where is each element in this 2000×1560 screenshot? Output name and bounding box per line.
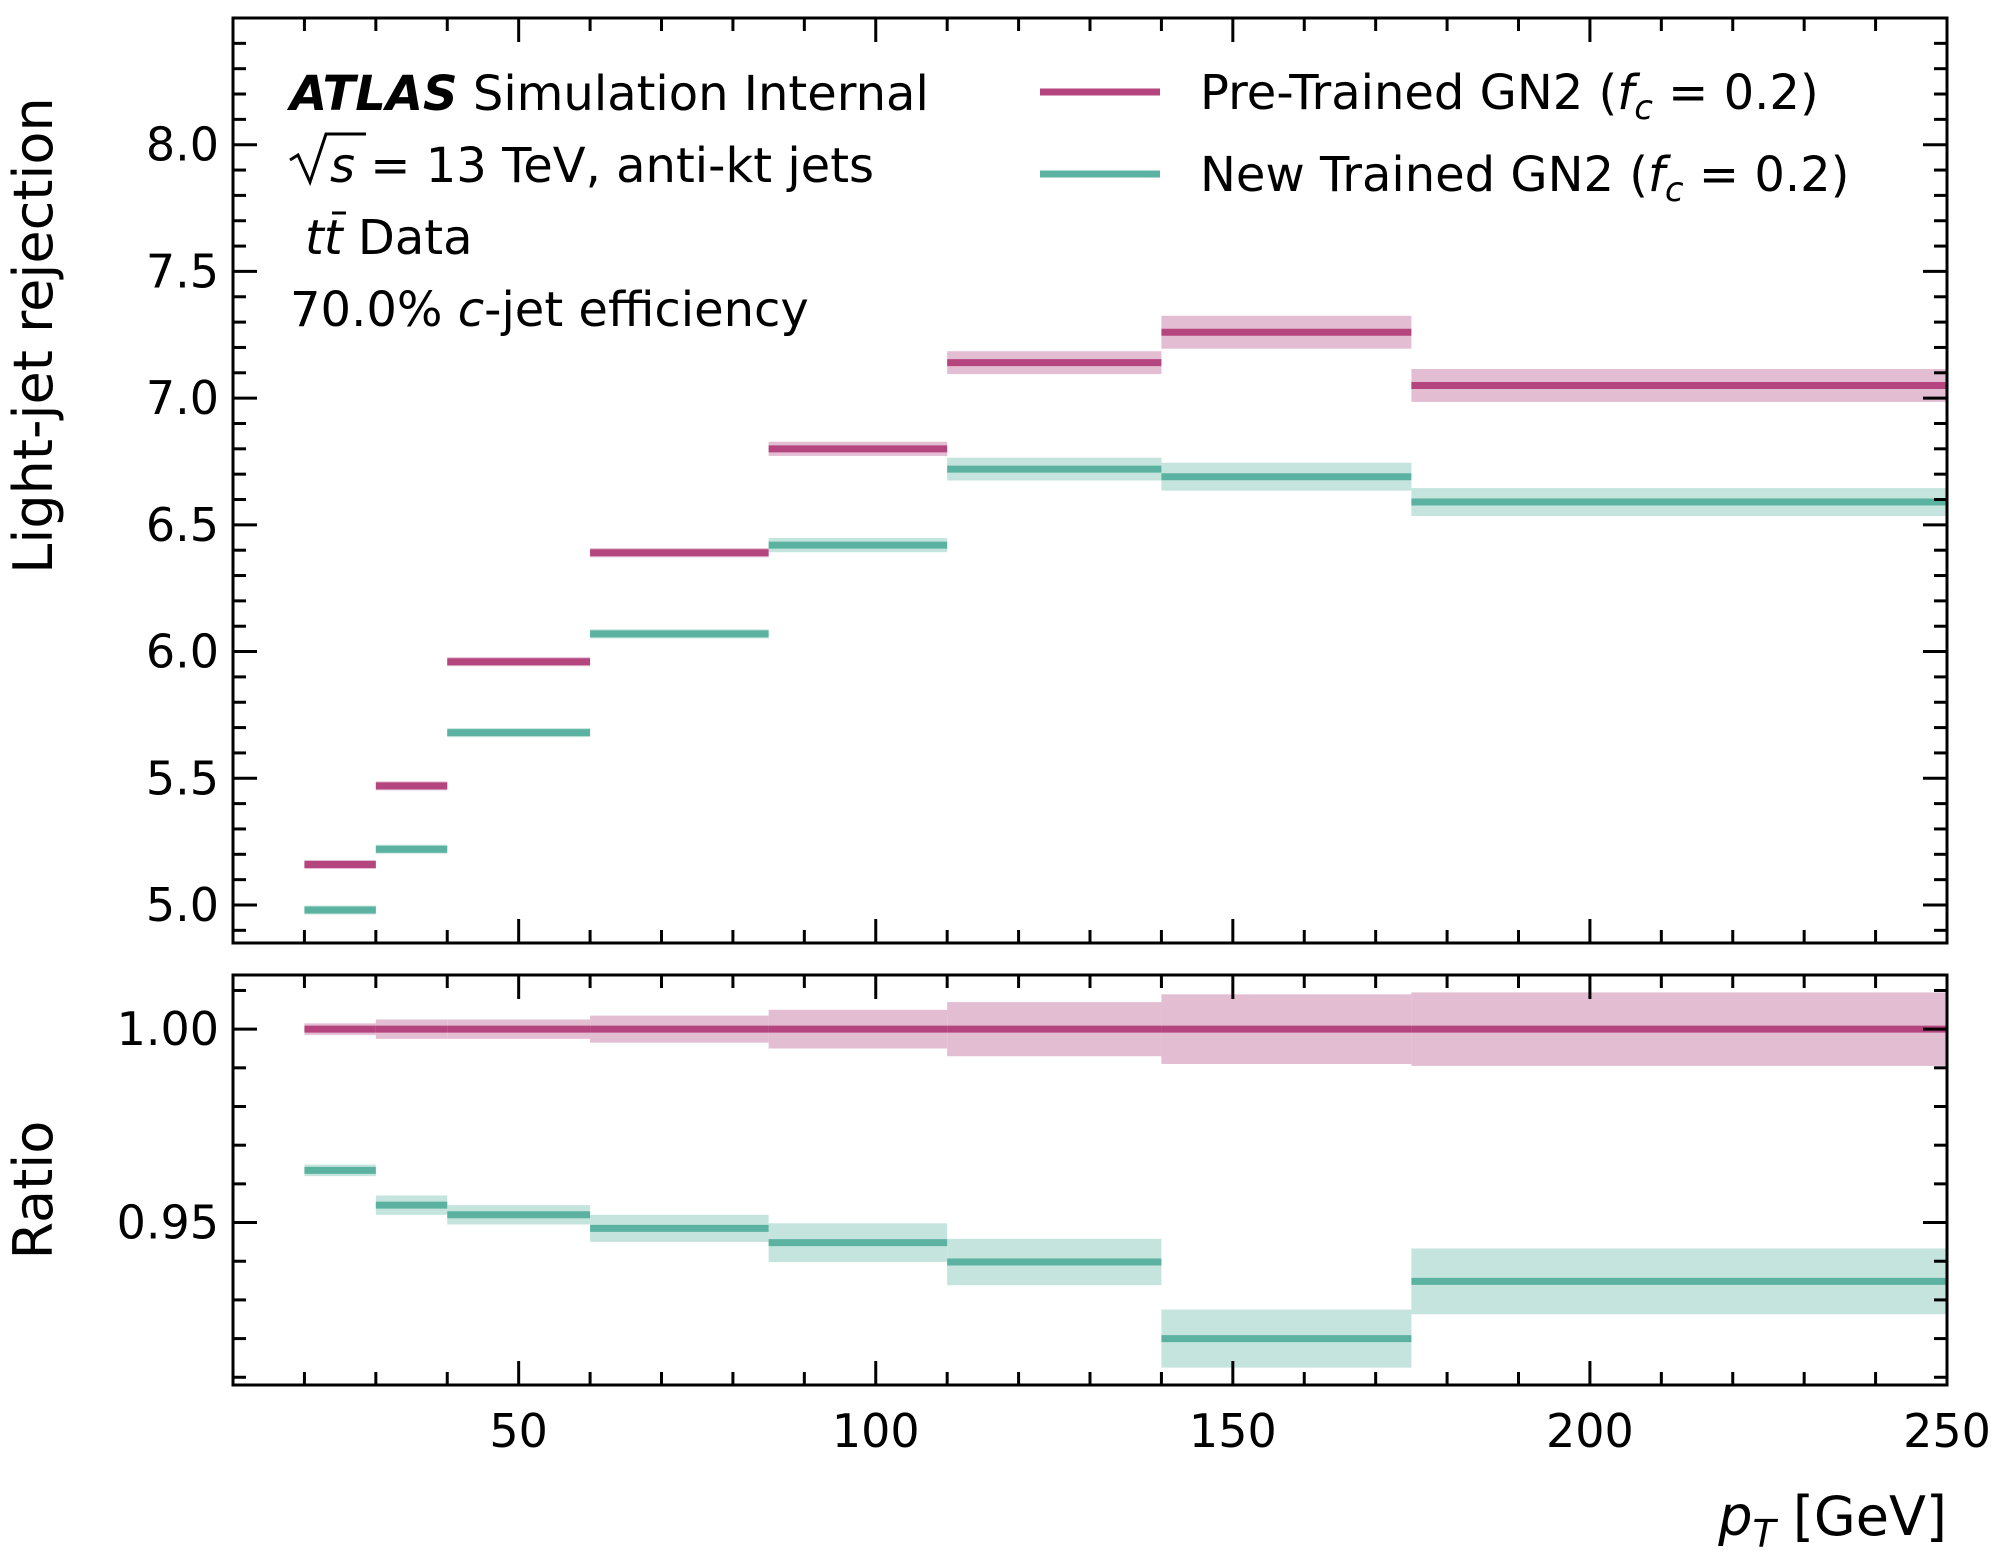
- y-tick-label: 0.95: [117, 1196, 219, 1250]
- sample-text: Data: [343, 210, 473, 266]
- x-tick-label: 250: [1903, 1404, 1991, 1458]
- sample-var-t: t: [305, 210, 326, 266]
- y-tick-label: 5.0: [146, 878, 219, 932]
- x-tick-labels: 50 100 150 200 250: [489, 1404, 1991, 1458]
- upper-y-axis-label: Light-jet rejection: [2, 97, 65, 573]
- wp-variable: c: [458, 282, 484, 338]
- lower-axis-ticks: [233, 975, 1949, 1385]
- x-tick-label: 200: [1546, 1404, 1634, 1458]
- upper-y-tick-labels: 5.0 5.5 6.0 6.5 7.0 7.5 8.0: [146, 118, 219, 932]
- x-axis-label-sub: T: [1752, 1512, 1778, 1556]
- upper-axis-ticks: [233, 16, 1949, 943]
- lower-panel: 0.95 1.00 Ratio 50 100 150 200 250 pT [GeV]: [2, 973, 1991, 1556]
- legend-label-newtrained-rest: = 0.2): [1684, 147, 1850, 203]
- experiment-label: ATLAS: [286, 66, 458, 122]
- sqrt-stroke: [289, 132, 366, 187]
- y-tick-label: 6.5: [146, 498, 219, 552]
- upper-error-bands: [304, 315, 1947, 915]
- lower-y-tick-labels: 0.95 1.00: [117, 1002, 219, 1249]
- legend-label-newtrained-sub: c: [1665, 170, 1684, 210]
- lower-step-lines: [304, 1025, 1947, 1343]
- y-tick-label: 7.5: [146, 244, 219, 298]
- legend-label-pretrained: Pre-Trained GN2 (fc = 0.2): [1200, 65, 1819, 128]
- x-tick-label: 50: [489, 1404, 548, 1458]
- upper-panel: 5.0 5.5 6.0 6.5 7.0 7.5 8.0 Light-jet rejectio…: [2, 16, 1949, 945]
- x-tick-label: 100: [832, 1404, 920, 1458]
- x-axis-label: pT [GeV]: [1717, 1485, 1947, 1556]
- annotation-block: ATLAS Simulation Internal s = 13 TeV, an…: [286, 66, 929, 338]
- lower-error-bands: [304, 992, 1947, 1368]
- legend-label-pretrained-rest: = 0.2): [1653, 65, 1819, 121]
- wp-value: 70.0%: [290, 282, 458, 338]
- legend-entry-newtrained: New Trained GN2 (fc = 0.2): [1040, 147, 1849, 210]
- legend-label-pretrained-text: Pre-Trained GN2 (: [1200, 65, 1617, 121]
- y-tick-label: 5.5: [146, 751, 219, 805]
- y-tick-label: 8.0: [146, 118, 219, 172]
- legend: Pre-Trained GN2 (fc = 0.2) New Trained G…: [1040, 65, 1849, 210]
- sample-var-tbar: t: [324, 210, 345, 266]
- legend-entry-pretrained: Pre-Trained GN2 (fc = 0.2): [1040, 65, 1819, 128]
- sample-label: tt Data: [305, 210, 473, 266]
- y-tick-label: 7.0: [146, 371, 219, 425]
- energy-variable: s: [330, 138, 355, 194]
- legend-label-newtrained-text: New Trained GN2 (: [1200, 147, 1648, 203]
- atlas-label: ATLAS Simulation Internal: [286, 66, 929, 122]
- legend-label-pretrained-sub: c: [1634, 88, 1653, 128]
- x-axis-label-unit: [GeV]: [1776, 1485, 1947, 1548]
- legend-label-newtrained: New Trained GN2 (fc = 0.2): [1200, 147, 1849, 210]
- y-tick-label: 1.00: [117, 1002, 219, 1056]
- sqrt-symbol-icon: [289, 132, 366, 187]
- lower-y-axis-label: Ratio: [2, 1121, 65, 1260]
- x-axis-label-var: p: [1717, 1485, 1752, 1548]
- y-tick-label: 6.0: [146, 625, 219, 679]
- upper-step-lines: [304, 328, 1947, 914]
- energy-label: s = 13 TeV, anti-kt jets: [330, 138, 874, 194]
- wp-text: -jet efficiency: [484, 282, 809, 338]
- energy-text: = 13 TeV, anti-kt jets: [355, 138, 874, 194]
- working-point-label: 70.0% c-jet efficiency: [290, 282, 809, 338]
- status-label: Simulation Internal: [458, 66, 929, 122]
- x-tick-label: 150: [1189, 1404, 1277, 1458]
